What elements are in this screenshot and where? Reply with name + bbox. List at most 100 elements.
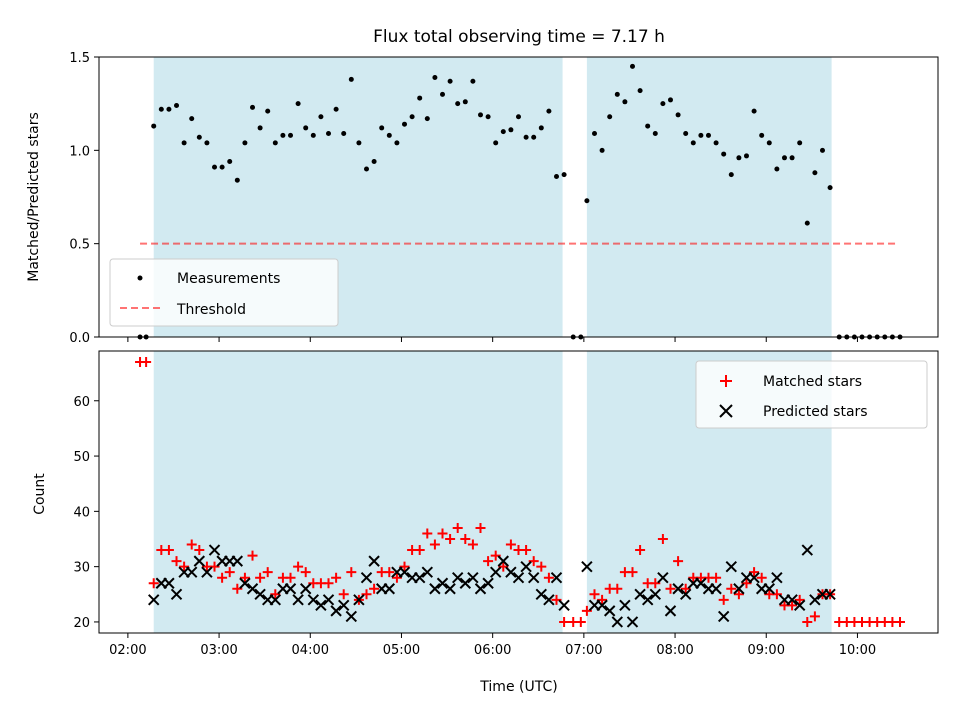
predicted-star-point (429, 583, 441, 595)
predicted-star-point (170, 588, 183, 601)
predicted-star-point (208, 544, 221, 556)
top-x-axis (127, 337, 858, 342)
matched-star-point (665, 583, 676, 594)
predicted-star-point (527, 571, 540, 584)
legend-matched-label: Matched stars (763, 374, 862, 390)
predicted-star-point (444, 583, 456, 595)
measurement-point (166, 106, 172, 112)
predicted-star-point (239, 577, 251, 589)
measurement-point (599, 147, 605, 153)
measurement-point (447, 78, 453, 84)
measurement-point (493, 140, 499, 146)
x-tick-label: 08:00 (656, 643, 693, 658)
x-tick-label: 04:00 (292, 643, 329, 658)
matched-star-point (483, 556, 494, 567)
predicted-star-point (307, 594, 320, 606)
matched-star-point (255, 572, 266, 583)
measurement-point (485, 114, 491, 120)
matched-star-point (505, 539, 516, 550)
predicted-star-point (710, 583, 722, 595)
matched-star-point (331, 572, 342, 583)
measurement-point (250, 104, 256, 110)
predicted-star-point (421, 566, 434, 578)
measurement-point (341, 131, 347, 137)
predicted-star-point (459, 577, 472, 589)
matched-star-point (194, 545, 205, 556)
measurement-point (584, 198, 590, 204)
bottom-panel-frame (98, 350, 939, 634)
measurement-point (516, 114, 521, 120)
measurement-point (318, 114, 324, 120)
chart-title: Flux total observing time = 7.17 h (373, 27, 665, 47)
bottom-x-axis: 02:00 03:00 04:00 05:00 06:00 07:00 08:00 09:00… (109, 633, 876, 658)
matched-star-point (733, 589, 744, 600)
measurement-point (812, 170, 818, 176)
matched-star-point (338, 589, 349, 600)
measurement-point (743, 153, 749, 159)
matched-star-point (285, 572, 296, 583)
bottom-y-tick-label: 50 (73, 450, 90, 465)
measurement-point (652, 131, 658, 137)
matched-star-point (635, 545, 646, 556)
measurement-point (440, 91, 446, 97)
predicted-star-point (505, 566, 517, 578)
measurement-point (174, 103, 180, 109)
measurement-point (386, 132, 392, 138)
measurement-point (728, 172, 734, 178)
measurement-point (675, 112, 681, 118)
measurement-point (705, 132, 711, 138)
measurement-point (508, 127, 514, 133)
predicted-star-point (186, 566, 198, 578)
matched-star-point (895, 616, 906, 627)
matched-star-point (726, 583, 737, 594)
measurement-point (402, 121, 408, 127)
predicted-star-point (611, 616, 624, 628)
measurement-point (736, 155, 742, 161)
predicted-star-point (520, 560, 532, 573)
matched-star-point (536, 561, 547, 572)
predicted-star-point (360, 571, 373, 584)
matched-star-point (262, 567, 273, 578)
predicted-star-point (763, 583, 775, 595)
matched-star-point (467, 539, 478, 550)
predicted-star-point (451, 571, 464, 584)
measurement-point (614, 91, 620, 97)
measurement-point (409, 114, 415, 120)
predicted-star-point (368, 555, 380, 567)
measurement-point (819, 147, 825, 153)
measurement-point (607, 114, 613, 120)
measurement-point (417, 95, 423, 101)
predicted-star-point (474, 583, 487, 595)
top-y-tick-label: 1.0 (69, 144, 90, 159)
measurement-point (151, 123, 157, 129)
measurement-point (181, 140, 187, 146)
matched-star-point (224, 567, 235, 578)
predicted-star-point (748, 571, 760, 584)
predicted-star-point (300, 583, 312, 595)
matched-star-point (300, 567, 311, 578)
predicted-star-point (413, 571, 426, 584)
measurement-point (804, 220, 810, 226)
predicted-star-point (733, 583, 745, 595)
matched-star-point (673, 556, 684, 567)
measurement-point (462, 99, 468, 105)
bottom-y-tick-label: 30 (73, 561, 90, 576)
predicted-star-point (581, 560, 593, 573)
bottom-legend: Matched stars Predicted stars (695, 360, 928, 429)
matched-star-point (346, 567, 357, 578)
measurement-point (645, 123, 651, 129)
x-tick-label: 05:00 (383, 643, 420, 658)
top-y-axis: 0.0 0.5 1.0 1.5 (69, 51, 99, 346)
predicted-star-point (786, 594, 798, 606)
predicted-star-point (497, 555, 510, 567)
predicted-star-point (284, 583, 297, 595)
measurement-point (721, 151, 727, 157)
predicted-star-point (634, 588, 646, 601)
matched-star-point (612, 583, 623, 594)
measurement-point (219, 164, 225, 170)
matched-star-point (521, 545, 532, 556)
matched-star-point (559, 616, 570, 627)
predicted-star-point (353, 594, 365, 606)
observing-band (586, 57, 832, 337)
